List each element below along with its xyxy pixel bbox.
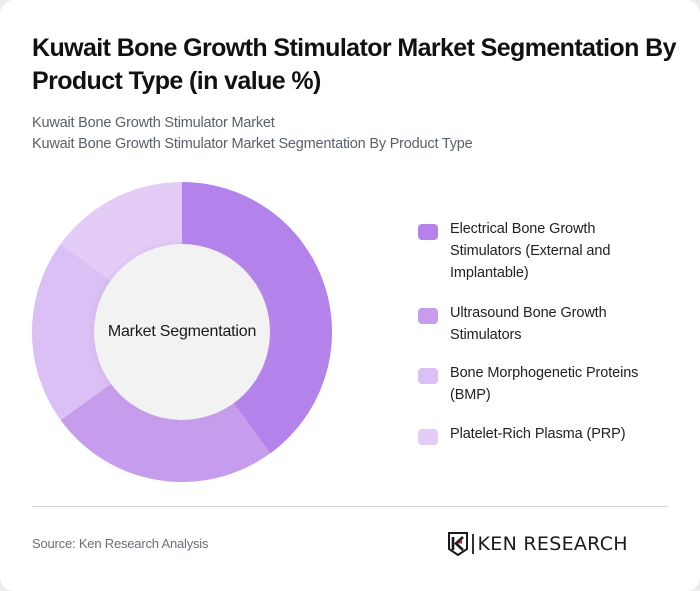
logo-divider [472,534,474,554]
legend-swatch [418,224,438,240]
donut-svg [32,182,332,482]
source-note: Source: Ken Research Analysis [32,536,209,551]
legend-label: Platelet-Rich Plasma (PRP) [450,426,626,442]
logo-text: KEN RESEARCH [477,533,628,555]
legend-label: Ultrasound Bone Growth Stimulators [450,305,607,343]
subtitle-market: Kuwait Bone Growth Stimulator Market [32,115,275,131]
legend-item-ultrasound[interactable]: Ultrasound Bone Growth Stimulators [418,302,670,346]
legend-label: Bone Morphogenetic Proteins (BMP) [450,365,639,403]
chart-subtitle: Kuwait Bone Growth Stimulator Market Kuw… [32,113,473,155]
legend-swatch [418,308,438,324]
subtitle-segmentation: Kuwait Bone Growth Stimulator Market Seg… [32,136,473,152]
donut-slice[interactable] [32,243,112,421]
ken-research-logo: KEN RESEARCH [447,532,628,556]
ken-shield-icon [448,532,468,556]
legend-swatch [418,429,438,445]
legend-label: Electrical Bone Growth Stimulators (Exte… [450,221,611,281]
legend-item-electrical[interactable]: Electrical Bone Growth Stimulators (Exte… [418,218,670,284]
donut-slice[interactable] [60,383,271,482]
legend-item-prp[interactable]: Platelet-Rich Plasma (PRP) [418,423,670,445]
footer-divider [32,506,668,507]
legend-item-bmp[interactable]: Bone Morphogenetic Proteins (BMP) [418,362,670,406]
chart-title: Kuwait Bone Growth Stimulator Market Seg… [32,34,676,95]
donut-chart: Market Segmentation [32,182,332,482]
donut-center [94,244,270,420]
donut-slice[interactable] [182,182,332,454]
legend-swatch [418,368,438,384]
donut-slice[interactable] [60,182,182,281]
